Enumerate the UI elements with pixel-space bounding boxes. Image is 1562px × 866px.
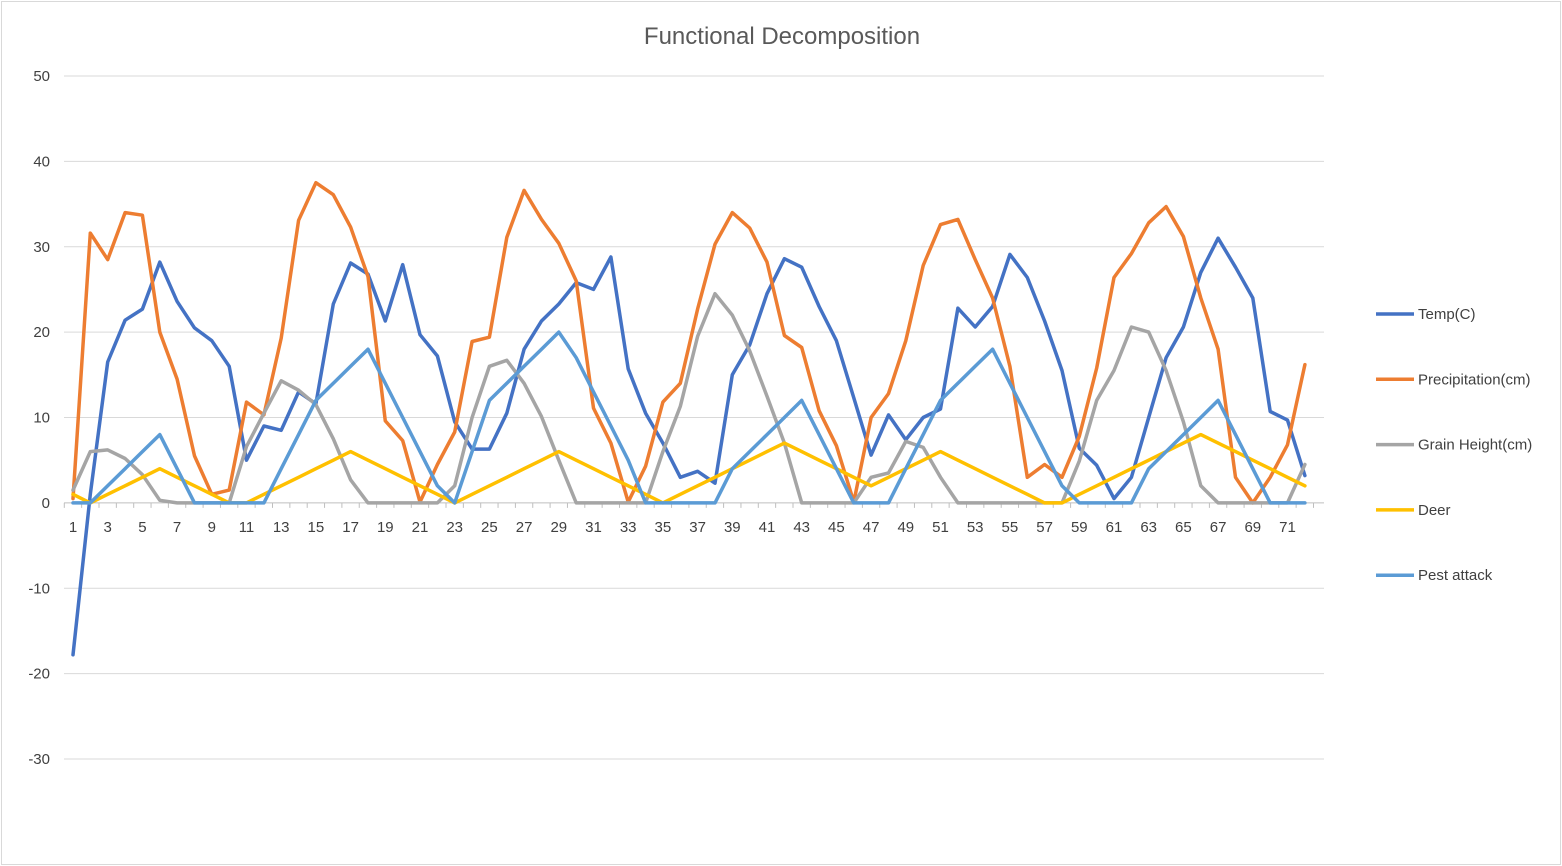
x-tick-label: 1 — [69, 519, 77, 536]
legend-label-precipitation-cm: Precipitation(cm) — [1418, 371, 1531, 388]
y-tick-label: 50 — [33, 68, 50, 85]
series-line-pest-attack — [71, 330, 1307, 505]
x-tick-label: 37 — [689, 519, 706, 536]
x-tick-label: 9 — [208, 519, 216, 536]
x-tick-label: 21 — [412, 519, 429, 536]
x-tick-label: 49 — [897, 519, 914, 536]
x-tick-label: 19 — [377, 519, 394, 536]
x-tick-label: 39 — [724, 519, 741, 536]
x-tick-label: 27 — [516, 519, 533, 536]
x-tick-label: 35 — [655, 519, 672, 536]
series-line-grain-height-cm — [71, 291, 1307, 505]
y-tick-label: 40 — [33, 153, 50, 170]
series-lines — [71, 180, 1307, 657]
x-tick-label: 3 — [104, 519, 112, 536]
x-tick-label: 59 — [1071, 519, 1088, 536]
gridlines — [64, 75, 1324, 760]
x-tick-label: 45 — [828, 519, 845, 536]
x-tick-label: 65 — [1175, 519, 1192, 536]
x-tick-label: 51 — [932, 519, 949, 536]
chart-title: Functional Decomposition — [644, 23, 920, 50]
x-tick-label: 55 — [1002, 519, 1019, 536]
y-tick-label: 30 — [33, 239, 50, 256]
x-tick-label: 29 — [550, 519, 567, 536]
x-tick-label: 23 — [446, 519, 463, 536]
legend: Temp(C) Precipitation(cm) Grain Height(cm)… — [1376, 306, 1532, 584]
y-tick-label: -30 — [28, 751, 50, 768]
x-tick-label: 43 — [793, 519, 810, 536]
x-tick-label: 47 — [863, 519, 880, 536]
x-tick-label: 67 — [1210, 519, 1227, 536]
x-tick-label: 63 — [1140, 519, 1157, 536]
x-tick-label: 25 — [481, 519, 498, 536]
x-tick-label: 53 — [967, 519, 984, 536]
x-tick-label: 71 — [1279, 519, 1296, 536]
x-tick-label: 7 — [173, 519, 181, 536]
x-tick-label: 57 — [1036, 519, 1053, 536]
series-line-precipitation-cm — [71, 180, 1307, 505]
y-tick-label: -10 — [28, 580, 50, 597]
legend-label-pest-attack: Pest attack — [1418, 567, 1493, 584]
x-tick-label: 41 — [759, 519, 776, 536]
y-tick-label: 10 — [33, 410, 50, 427]
y-tick-label: -20 — [28, 666, 50, 683]
x-tick-label: 13 — [273, 519, 290, 536]
y-tick-label: 20 — [33, 324, 50, 341]
x-tick-label: 31 — [585, 519, 602, 536]
series-line-temp-c — [71, 236, 1307, 657]
y-axis-ticks: 50 40 30 20 10 0 -10 -20 -30 — [28, 68, 50, 768]
x-tick-label: 33 — [620, 519, 637, 536]
series-line-deer — [71, 432, 1307, 505]
x-tick-label: 15 — [308, 519, 325, 536]
y-tick-label: 0 — [42, 495, 50, 512]
x-tick-label: 69 — [1244, 519, 1261, 536]
x-axis-ticks: 1 3 5 7 9 11 13 15 17 19 21 23 25 27 29 31 33 35 37 39 41 43 4… — [63, 502, 1314, 536]
legend-label-temp-c: Temp(C) — [1418, 306, 1476, 323]
x-tick-label: 61 — [1106, 519, 1123, 536]
x-tick-label: 11 — [239, 519, 255, 536]
legend-label-grain-height-cm: Grain Height(cm) — [1418, 437, 1532, 454]
legend-label-deer: Deer — [1418, 502, 1451, 519]
x-tick-label: 17 — [342, 519, 359, 536]
x-tick-label: 5 — [138, 519, 146, 536]
